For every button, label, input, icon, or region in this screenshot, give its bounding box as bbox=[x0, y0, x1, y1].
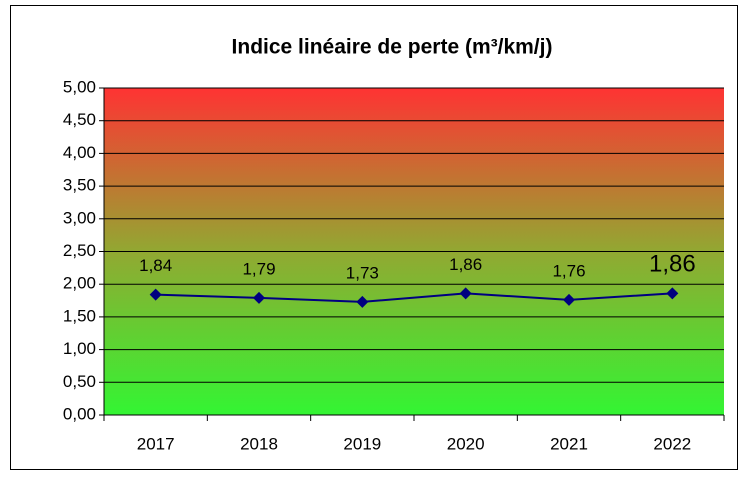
x-tick-label: 2019 bbox=[343, 434, 381, 453]
data-label: 1,86 bbox=[449, 255, 482, 274]
y-tick-label: 2,00 bbox=[63, 274, 96, 293]
chart-title: Indice linéaire de perte (m³/km/j) bbox=[232, 36, 553, 59]
marker bbox=[253, 291, 265, 304]
series-line bbox=[155, 292, 673, 303]
data-label: 1,73 bbox=[346, 263, 379, 282]
y-tick-label: 2,50 bbox=[63, 241, 96, 260]
x-tick-label: 2021 bbox=[550, 434, 588, 453]
y-tick-label: 4,00 bbox=[63, 143, 96, 162]
y-tick-label: 0,00 bbox=[63, 404, 96, 423]
y-tick-label: 3,00 bbox=[63, 208, 96, 227]
marker bbox=[459, 287, 472, 300]
y-tick-label: 4,50 bbox=[63, 110, 96, 129]
y-tick-label: 3,50 bbox=[63, 176, 96, 195]
data-label: 1,76 bbox=[552, 261, 585, 280]
data-label: 1,79 bbox=[242, 259, 275, 278]
marker bbox=[149, 288, 162, 301]
y-tick-label: 1,00 bbox=[63, 339, 96, 358]
x-tick-label: 2022 bbox=[653, 434, 691, 453]
marker bbox=[356, 295, 369, 308]
marker bbox=[563, 293, 575, 306]
y-tick-label: 1,50 bbox=[63, 306, 96, 325]
data-label: 1,86 bbox=[649, 251, 696, 278]
y-tick-label: 5,00 bbox=[63, 77, 96, 96]
x-tick-label: 2020 bbox=[447, 434, 485, 453]
y-tick-label: 0,50 bbox=[63, 372, 96, 391]
x-tick-label: 2018 bbox=[240, 434, 278, 453]
x-tick-label: 2017 bbox=[137, 434, 175, 453]
marker bbox=[666, 287, 679, 300]
data-label: 1,84 bbox=[139, 256, 172, 275]
